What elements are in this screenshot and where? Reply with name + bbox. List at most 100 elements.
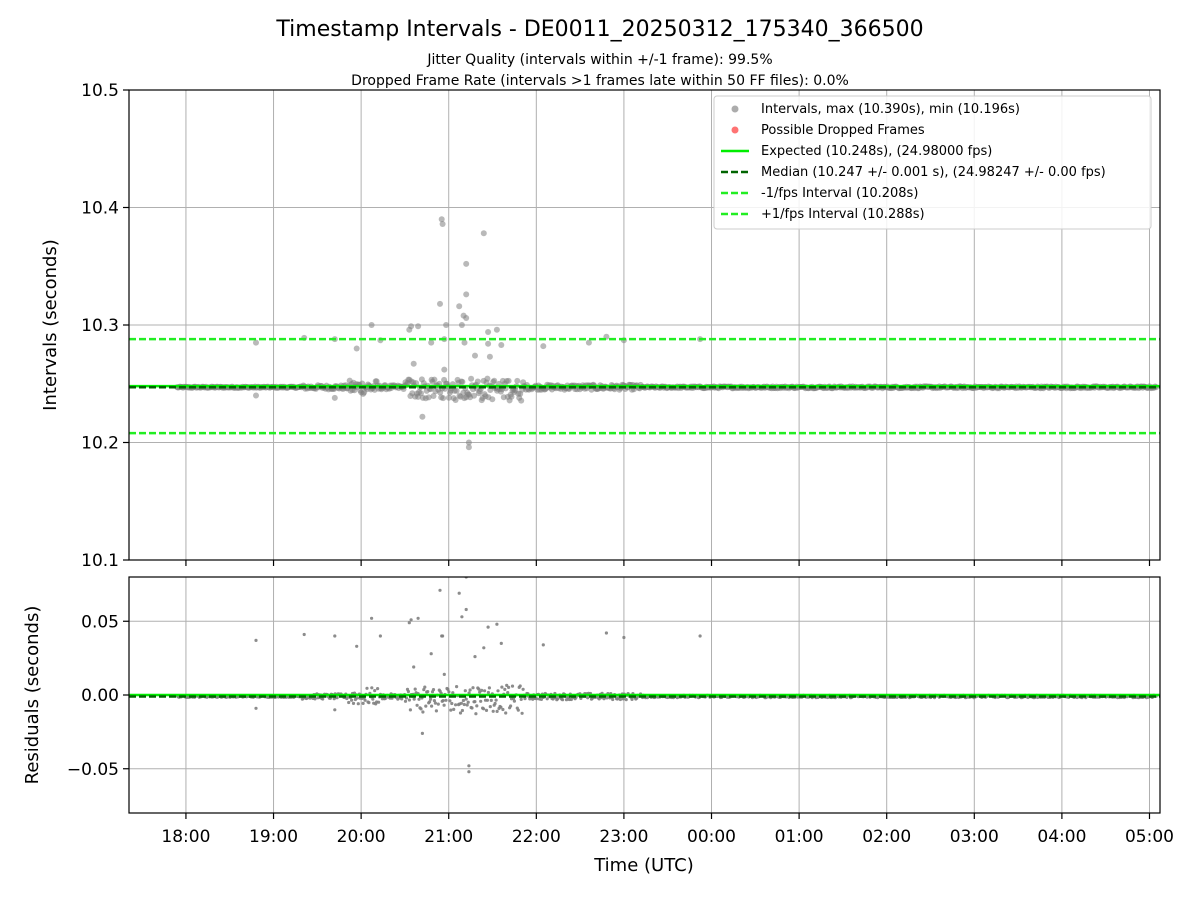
x-tick-label: 19:00 — [249, 827, 298, 847]
x-tick-label: 02:00 — [862, 827, 911, 847]
outlier-point — [437, 300, 443, 307]
data-point — [430, 704, 434, 708]
data-point — [350, 698, 354, 702]
data-point — [474, 712, 478, 716]
outlier-point — [480, 230, 487, 237]
data-point — [487, 686, 491, 690]
data-point — [486, 690, 490, 695]
data-point — [507, 685, 511, 690]
data-point — [466, 700, 470, 704]
legend-label-expected: Expected (10.248s), (24.98000 fps) — [761, 144, 992, 159]
data-point — [313, 697, 317, 701]
data-point — [514, 377, 521, 384]
data-point — [455, 685, 459, 689]
subtitle-jitter: Jitter Quality (intervals within +/-1 fr… — [426, 52, 772, 68]
data-point — [504, 711, 508, 715]
data-point — [408, 708, 412, 712]
data-point — [371, 697, 375, 701]
data-point — [491, 709, 495, 713]
outlier-point — [486, 353, 493, 360]
data-point — [451, 691, 455, 695]
outlier-point — [302, 632, 306, 637]
data-point — [423, 685, 427, 689]
outlier-point — [441, 634, 445, 638]
data-point — [426, 690, 430, 694]
data-point — [434, 709, 438, 713]
data-point — [463, 689, 467, 693]
data-point — [506, 691, 510, 695]
y-tick-label: 10.5 — [81, 81, 119, 101]
outlier-point — [482, 646, 486, 650]
outlier-point — [428, 339, 435, 346]
outlier-point — [412, 665, 416, 669]
data-point — [545, 697, 549, 701]
data-point — [424, 704, 428, 708]
data-point — [518, 684, 522, 688]
data-point — [482, 707, 486, 711]
outlier-point — [443, 322, 450, 328]
data-point — [452, 397, 459, 403]
legend-marker-intervals — [731, 105, 739, 113]
outlier-point — [472, 352, 478, 359]
data-point — [415, 703, 419, 707]
data-point — [477, 687, 481, 691]
data-point — [471, 392, 477, 399]
data-point — [480, 688, 484, 693]
outlier-point — [333, 634, 337, 638]
data-point — [436, 702, 440, 706]
data-point — [419, 707, 423, 711]
data-point — [461, 698, 465, 703]
legend: Intervals, max (10.390s), min (10.196s) … — [713, 95, 1152, 230]
outlier-point — [416, 616, 420, 620]
chart-title: Timestamp Intervals - DE0011_20250312_17… — [275, 17, 923, 42]
outlier-point — [438, 588, 442, 592]
data-point — [406, 689, 410, 694]
data-point — [370, 686, 374, 690]
data-point — [356, 702, 360, 706]
x-axis-label: Time (UTC) — [593, 855, 694, 876]
data-point — [488, 705, 492, 709]
outlier-point — [370, 616, 374, 620]
data-point — [376, 687, 380, 691]
outlier-point — [333, 708, 337, 712]
data-point — [450, 701, 454, 706]
outlier-point — [485, 340, 492, 347]
data-point — [453, 387, 460, 394]
outlier-point — [463, 291, 470, 298]
y-tick-label: 0.00 — [81, 686, 119, 706]
data-point — [422, 688, 426, 692]
data-point — [509, 704, 513, 708]
data-point — [433, 701, 437, 705]
y-tick-label: 10.4 — [81, 199, 119, 219]
outlier-point — [409, 618, 413, 622]
data-point — [347, 700, 351, 705]
outlier-point — [254, 638, 258, 643]
outlier-point — [493, 326, 500, 333]
data-point — [432, 699, 436, 703]
data-point — [539, 697, 544, 702]
data-point — [523, 697, 527, 701]
top-plot-marks — [129, 216, 1160, 451]
data-point — [459, 701, 463, 705]
data-point — [440, 395, 447, 402]
data-point — [508, 393, 515, 400]
data-point — [355, 696, 359, 700]
data-point — [377, 700, 381, 704]
outlier-point — [486, 625, 490, 629]
legend-label-intervals: Intervals, max (10.390s), min (10.196s) — [761, 102, 1020, 117]
outlier-point — [410, 360, 417, 367]
outlier-point — [253, 392, 259, 399]
outlier-point — [378, 634, 382, 638]
outlier-point — [463, 315, 470, 321]
legend-label-plus-fps: +1/fps Interval (10.288s) — [761, 207, 925, 222]
subtitle-dropped: Dropped Frame Rate (intervals >1 frames … — [351, 73, 849, 89]
data-point — [519, 697, 523, 702]
outlier-point — [465, 439, 472, 446]
data-point — [321, 697, 325, 701]
data-point — [475, 704, 479, 708]
data-point — [421, 710, 425, 714]
data-point — [491, 377, 498, 384]
data-point — [624, 698, 628, 702]
data-point — [468, 688, 472, 692]
outlier-point — [253, 339, 259, 346]
